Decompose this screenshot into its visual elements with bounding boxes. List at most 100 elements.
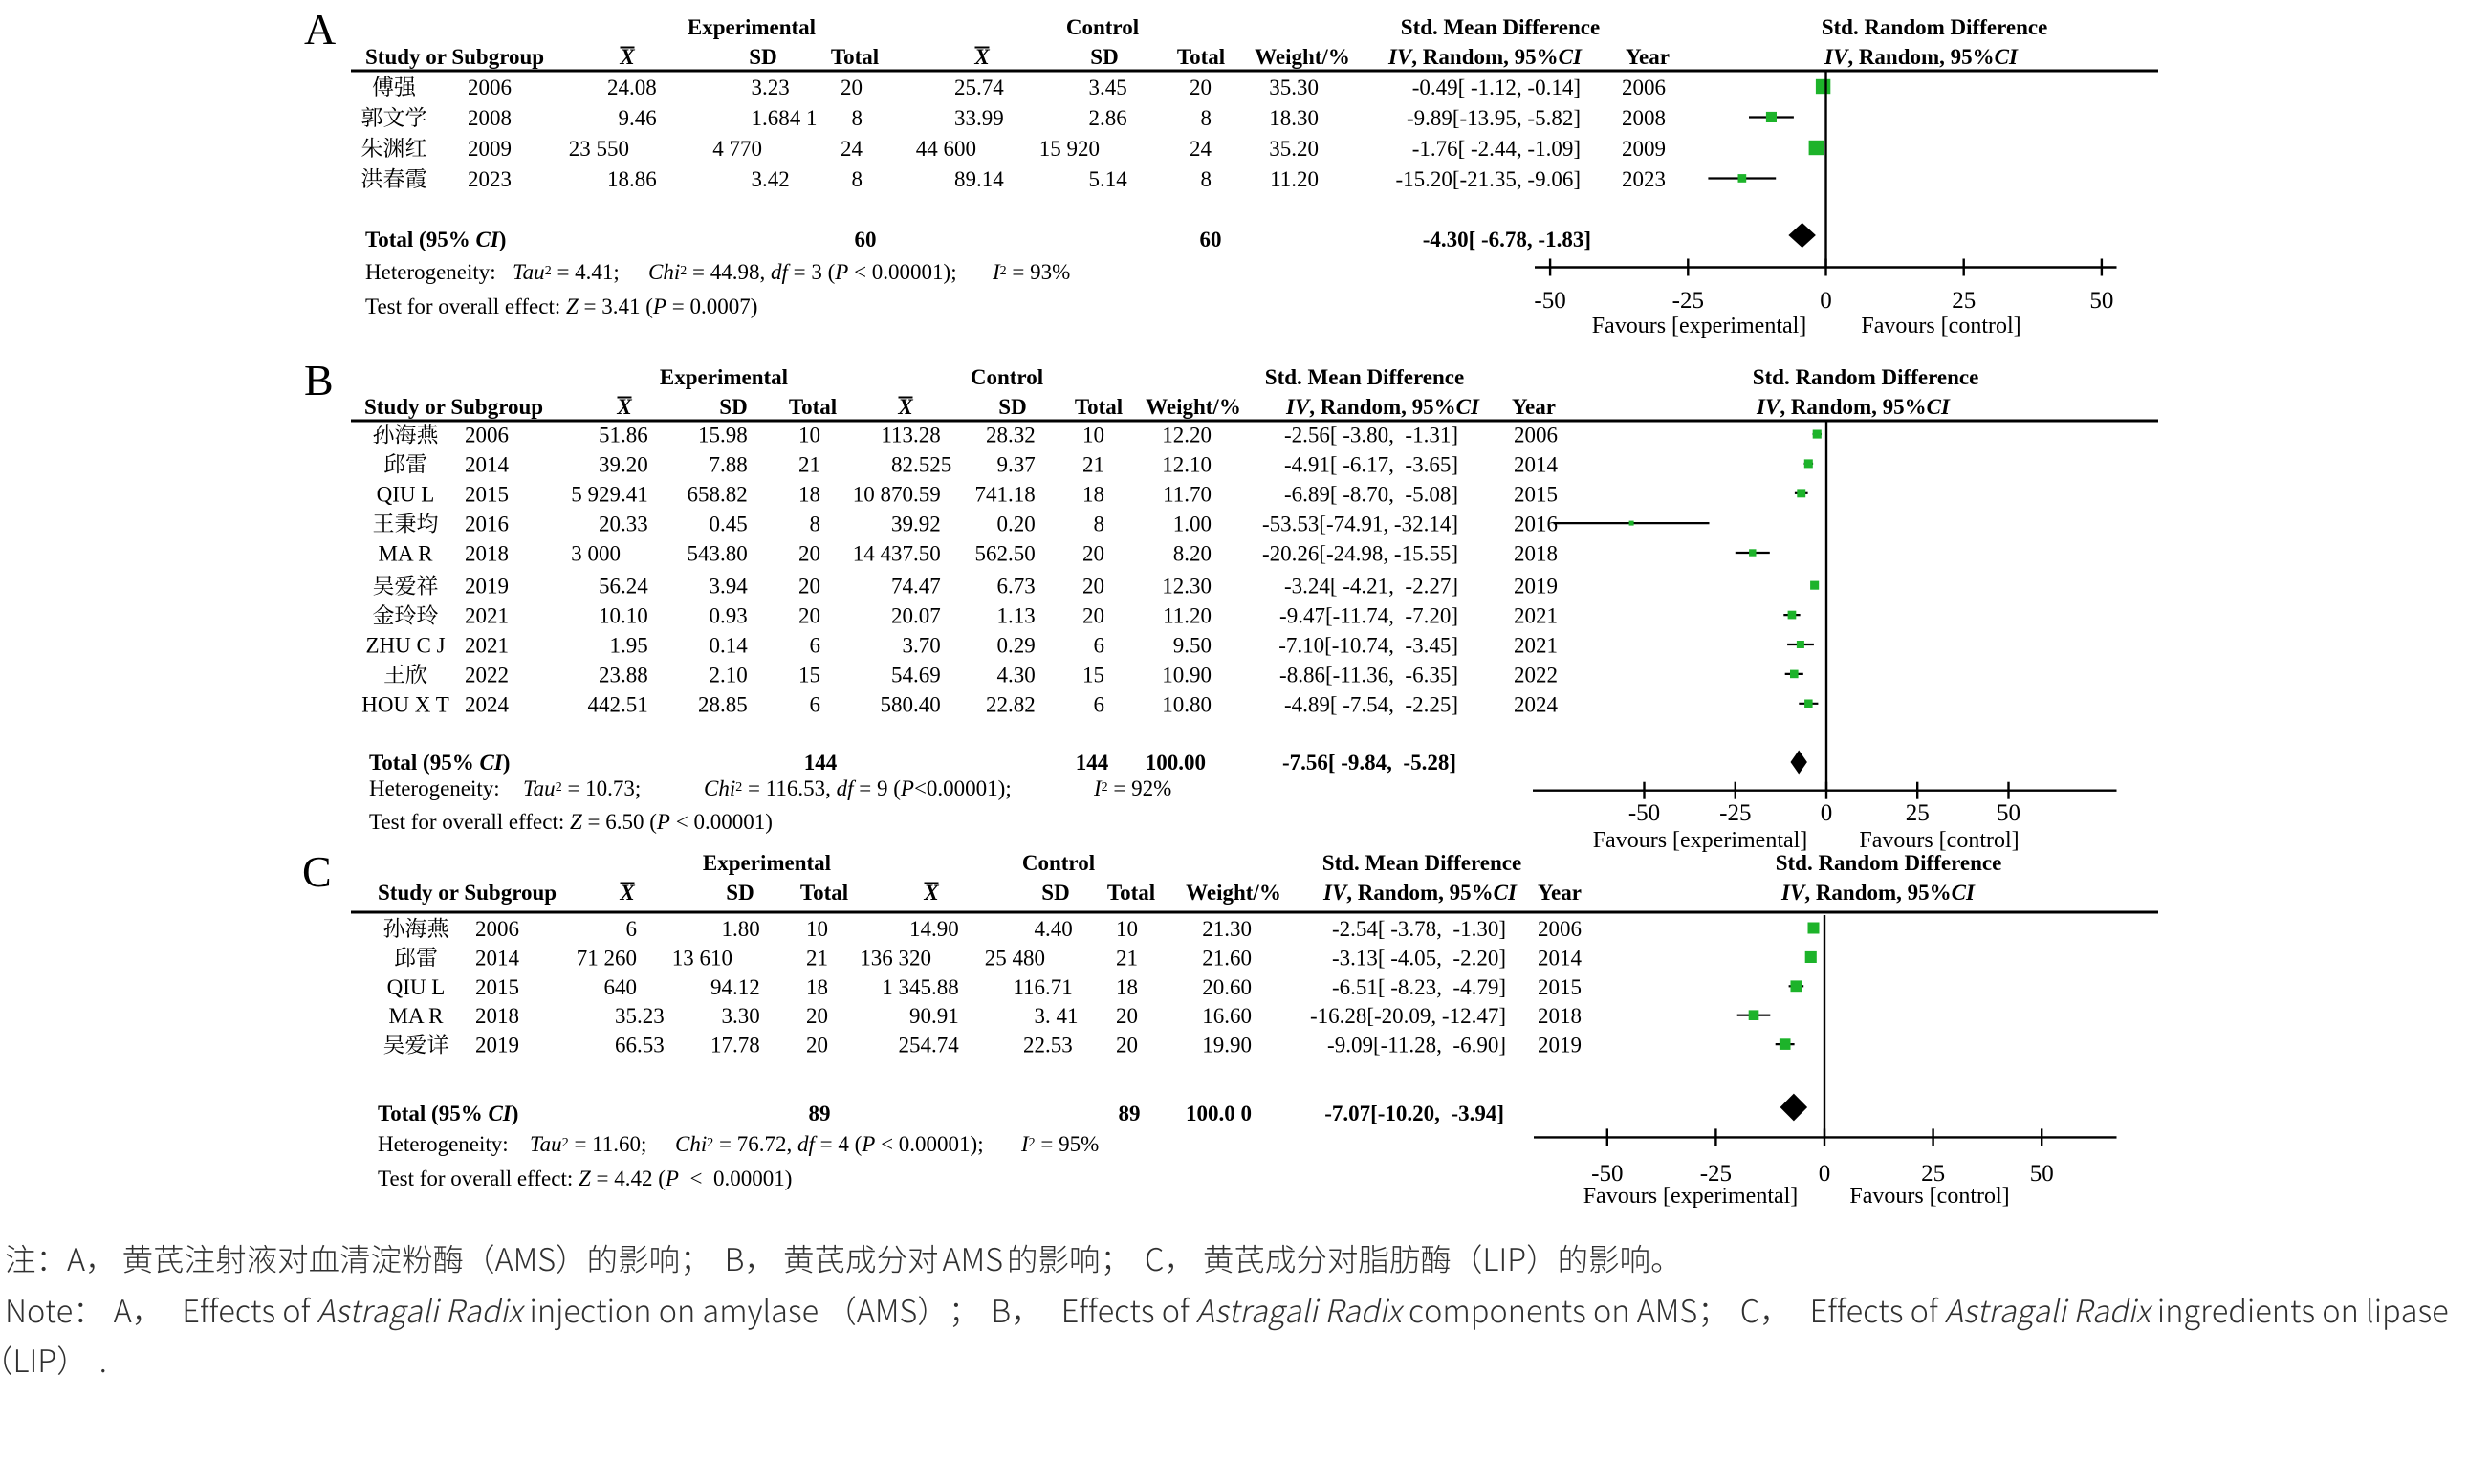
svg-text:741: 741 [975,482,1009,506]
svg-text:3: 3 [903,634,914,658]
svg-text:.525: .525 [913,452,951,476]
svg-text:I2 = 92%: I2 = 92% [1093,776,1171,800]
svg-text:71 260: 71 260 [577,946,637,970]
svg-text:35.20: 35.20 [1269,137,1319,161]
svg-text:20: 20 [599,513,621,536]
svg-text:.45: .45 [720,513,748,536]
svg-text:2015: 2015 [475,975,519,999]
svg-text:Study or Subgroup: Study or Subgroup [378,881,557,905]
svg-text:2016: 2016 [465,513,509,536]
svg-text:.23: .23 [637,1004,665,1028]
svg-text:-3.13[ -4.05, -2.20]: -3.13[ -4.05, -2.20] [1332,946,1506,970]
svg-text:Control: Control [971,365,1043,389]
svg-text:18: 18 [806,975,828,999]
svg-text:20: 20 [1190,76,1212,99]
svg-text:8: 8 [852,106,863,130]
svg-text:50: 50 [1997,800,2020,826]
svg-text:.13: .13 [1008,604,1036,628]
svg-text:2006: 2006 [1514,424,1558,447]
svg-text:.42: .42 [762,167,790,191]
svg-text:39: 39 [599,452,621,476]
svg-text:20: 20 [891,604,913,628]
svg-text:Std. Mean Difference: Std. Mean Difference [1265,365,1464,389]
svg-text:.37: .37 [1008,452,1036,476]
svg-text:0: 0 [1819,1161,1831,1187]
svg-text:X: X [619,45,635,69]
svg-text:2008: 2008 [468,106,512,130]
svg-text:.30: .30 [1008,663,1036,687]
svg-text:39: 39 [891,513,913,536]
svg-text:.30: .30 [732,1004,760,1028]
svg-text:89: 89 [1119,1102,1141,1125]
svg-text:.50: .50 [913,542,941,566]
svg-text:IV, Random, 95%CI: IV, Random, 95%CI [1322,881,1518,905]
svg-text:6: 6 [1094,634,1105,658]
svg-text:18: 18 [798,482,820,506]
svg-text:8: 8 [810,513,821,536]
svg-text:3: 3 [1089,76,1101,99]
svg-text:-7.10[-10.74, -3.45]: -7.10[-10.74, -3.45] [1278,634,1458,658]
svg-text:9: 9 [997,452,1009,476]
svg-text:-25: -25 [1719,800,1751,826]
svg-text:Experimental: Experimental [688,15,816,39]
svg-text:HOU X T: HOU X T [361,692,449,716]
svg-text:Experimental: Experimental [703,851,831,875]
svg-text:Chi2 = 116.53, df = 9 (P<0.000: Chi2 = 116.53, df = 9 (P<0.00001); [704,776,1012,800]
svg-text:580: 580 [881,692,914,716]
svg-text:14 437: 14 437 [853,542,913,566]
svg-text:3: 3 [710,575,721,599]
svg-text:Total (95% CI): Total (95% CI) [365,228,506,251]
svg-text:X: X [973,45,990,69]
svg-text:IV, Random, 95%CI: IV, Random, 95%CI [1285,395,1480,419]
svg-text:22: 22 [986,692,1008,716]
svg-text:2018: 2018 [475,1004,519,1028]
svg-text:.98: .98 [720,424,748,447]
svg-text:C: C [302,847,332,896]
svg-text:90: 90 [909,1004,931,1028]
svg-text:2: 2 [710,663,721,687]
svg-text:24: 24 [1190,137,1212,161]
svg-text:4: 4 [1035,917,1046,941]
svg-text:6: 6 [1094,692,1105,716]
svg-text:1 345: 1 345 [882,975,931,999]
svg-text:6: 6 [626,917,638,941]
svg-text:-0.49[ -1.12, -0.14]: -0.49[ -1.12, -0.14] [1412,76,1581,99]
svg-text:-4.91[ -6.17, -3.65]: -4.91[ -6.17, -3.65] [1284,452,1458,476]
svg-text:-53.53[-74.91, -32.14]: -53.53[-74.91, -32.14] [1262,513,1458,536]
svg-text:10: 10 [599,604,621,628]
svg-text:18.30: 18.30 [1269,106,1319,130]
svg-text:4: 4 [997,663,1009,687]
svg-text:2022: 2022 [465,663,509,687]
svg-text:I2 = 95%: I2 = 95% [1020,1132,1099,1156]
svg-text:Test for overall effect: Z = 6: Test for overall effect: Z = 6.50 (P < 0… [369,810,773,834]
svg-text:82: 82 [891,452,913,476]
svg-text:.59: .59 [913,482,941,506]
svg-text:Total (95% CI): Total (95% CI) [378,1102,518,1125]
svg-text:20: 20 [798,542,820,566]
svg-text:2015: 2015 [1514,482,1558,506]
svg-text:20: 20 [798,575,820,599]
svg-text:15 920: 15 920 [1039,137,1100,161]
svg-text:-4.89[ -7.54, -2.25]: -4.89[ -7.54, -2.25] [1284,692,1458,716]
svg-text:658: 658 [688,482,721,506]
svg-text:.33: .33 [621,513,648,536]
svg-text:1: 1 [722,917,733,941]
svg-text:35.30: 35.30 [1269,76,1319,99]
svg-text:18: 18 [607,167,629,191]
svg-text:X: X [897,395,913,419]
svg-text:100.00: 100.00 [1146,751,1206,775]
svg-text:2019: 2019 [465,575,509,599]
svg-text:QIU L: QIU L [377,482,435,506]
svg-text:20: 20 [798,604,820,628]
svg-text:. 41: . 41 [1045,1004,1079,1028]
svg-text:.20: .20 [1008,513,1036,536]
svg-text:1: 1 [752,106,763,130]
svg-text:6: 6 [810,634,821,658]
svg-text:25: 25 [1921,1161,1945,1187]
svg-text:2023: 2023 [1622,167,1666,191]
svg-text:2: 2 [1089,106,1101,130]
svg-text:1: 1 [610,634,622,658]
svg-text:6: 6 [810,692,821,716]
svg-text:4 770: 4 770 [712,137,762,161]
svg-text:.85: .85 [720,692,748,716]
